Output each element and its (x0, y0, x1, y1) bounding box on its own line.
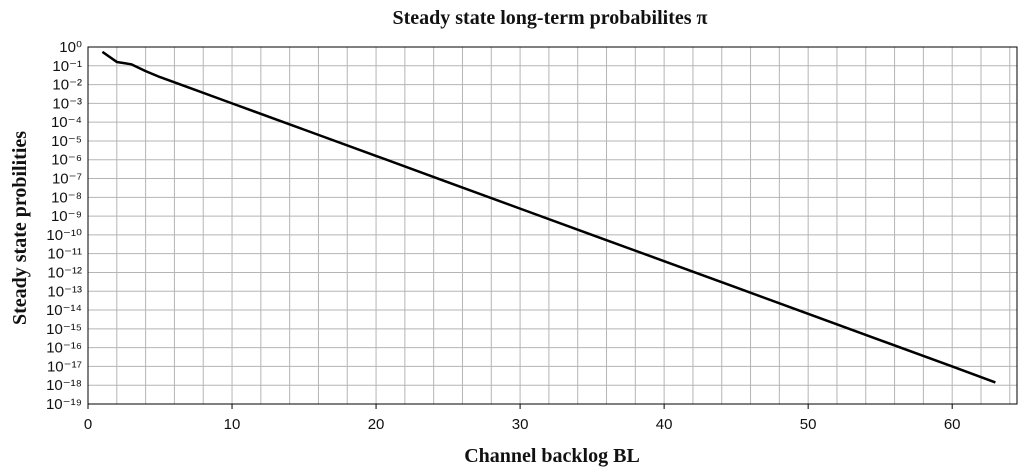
y-tick-label: 10⁻¹³ (47, 283, 82, 300)
y-axis-label: Steady state probilities (9, 131, 31, 325)
y-tick-label: 10⁻² (52, 77, 82, 94)
y-tick-label: 10⁻¹⁶ (46, 340, 82, 357)
y-tick-label: 10⁻¹⁷ (47, 358, 82, 375)
y-tick-label: 10⁻⁴ (51, 114, 82, 131)
y-tick-label: 10⁻⁹ (51, 208, 82, 225)
y-tick-label: 10⁻¹⁹ (46, 396, 82, 413)
y-tick-label: 10⁻¹ (52, 58, 82, 75)
y-tick-label: 10⁻³ (52, 95, 82, 112)
x-tick-label: 20 (368, 416, 385, 433)
y-tick-label: 10⁻¹⁴ (46, 302, 82, 319)
y-tick-label: 10⁻¹⁸ (46, 377, 82, 394)
y-tick-label: 10⁻¹² (47, 264, 82, 281)
y-tick-label: 10⁻⁸ (51, 189, 82, 206)
data-line (101, 50, 996, 384)
chart-title: Steady state long-term probabilites π (392, 7, 707, 29)
y-tick-label: 10⁰ (59, 39, 82, 56)
x-tick-label: 0 (84, 416, 92, 433)
y-tick-label: 10⁻⁵ (51, 133, 82, 150)
y-tick-label: 10⁻¹⁵ (46, 321, 82, 338)
x-tick-label: 60 (944, 416, 961, 433)
x-axis-label: Channel backlog BL (464, 445, 640, 467)
y-tick-label: 10⁻¹⁰ (46, 227, 82, 244)
x-tick-label: 30 (512, 416, 529, 433)
x-tick-label: 50 (800, 416, 817, 433)
x-tick-label: 40 (656, 416, 673, 433)
plot-frame (87, 46, 1018, 405)
y-tick-label: 10⁻¹¹ (47, 246, 82, 263)
y-tick-label: 10⁻⁷ (52, 171, 82, 188)
y-tick-label: 10⁻⁶ (51, 152, 82, 169)
x-tick-label: 10 (224, 416, 241, 433)
